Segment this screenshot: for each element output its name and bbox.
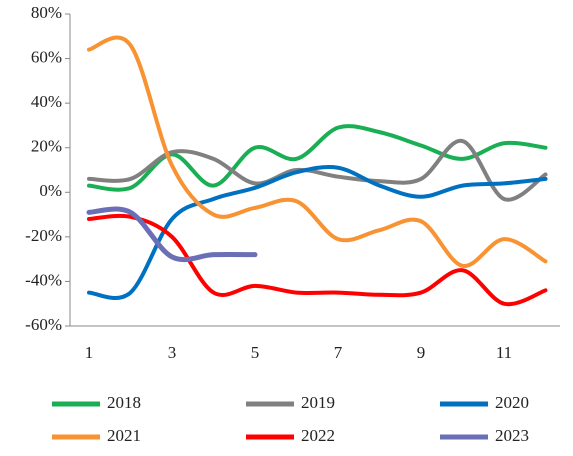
legend-label: 2020 — [495, 393, 529, 412]
x-tick-label: 1 — [85, 343, 94, 362]
y-tick-label: -20% — [25, 226, 62, 245]
y-tick-label: 80% — [31, 3, 62, 22]
y-tick-label: -60% — [25, 315, 62, 334]
y-tick-label: 0% — [39, 181, 62, 200]
series-line — [86, 206, 258, 263]
y-tick-label: 60% — [31, 47, 62, 66]
legend-label: 2018 — [107, 393, 141, 412]
series-line — [87, 139, 548, 202]
y-tick-label: 40% — [31, 92, 62, 111]
legend-label: 2019 — [301, 393, 335, 412]
x-tick-label: 9 — [417, 343, 426, 362]
x-tick-label: 3 — [168, 343, 177, 362]
x-tick-label: 5 — [251, 343, 260, 362]
y-tick-label: -40% — [25, 270, 62, 289]
legend-label: 2023 — [495, 426, 529, 445]
legend-label: 2021 — [107, 426, 141, 445]
series-line — [87, 35, 548, 268]
x-tick-label: 11 — [496, 343, 512, 362]
y-tick-label: 20% — [31, 137, 62, 156]
x-tick-label: 7 — [334, 343, 343, 362]
series-line — [87, 165, 548, 300]
legend-label: 2022 — [301, 426, 335, 445]
series-line — [87, 213, 548, 307]
